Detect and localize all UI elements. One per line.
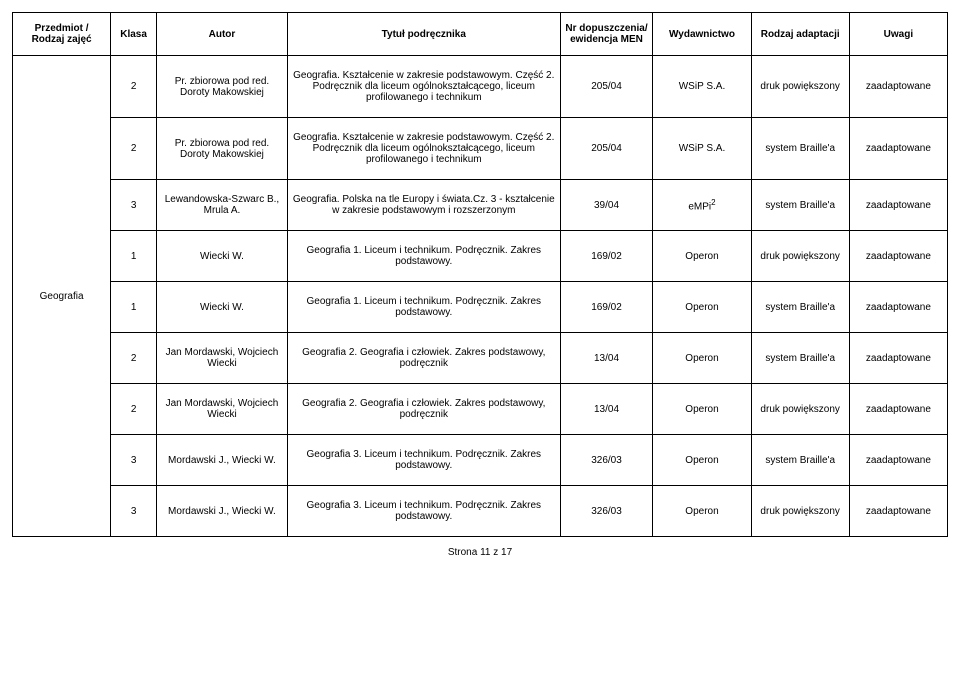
col-header-nr: Nr dopuszczenia/ ewidencja MEN <box>560 13 653 56</box>
table-row: 2Pr. zbiorowa pod red. Doroty Makowskiej… <box>13 118 948 180</box>
cell-autor: Mordawski J., Wiecki W. <box>157 486 288 537</box>
table-row: 2Jan Mordawski, Wojciech WieckiGeografia… <box>13 384 948 435</box>
cell-autor: Wiecki W. <box>157 231 288 282</box>
cell-uwagi: zaadaptowane <box>849 486 947 537</box>
table-row: 2Jan Mordawski, Wojciech WieckiGeografia… <box>13 333 948 384</box>
table-row: 3Mordawski J., Wiecki W.Geografia 3. Lic… <box>13 435 948 486</box>
cell-tytul: Geografia. Kształcenie w zakresie podsta… <box>287 118 560 180</box>
cell-uwagi: zaadaptowane <box>849 180 947 231</box>
cell-uwagi: zaadaptowane <box>849 435 947 486</box>
cell-nr: 169/02 <box>560 231 653 282</box>
cell-nr: 39/04 <box>560 180 653 231</box>
cell-klasa: 3 <box>111 486 157 537</box>
col-header-tytul: Tytuł podręcznika <box>287 13 560 56</box>
cell-klasa: 2 <box>111 333 157 384</box>
cell-tytul: Geografia 2. Geografia i człowiek. Zakre… <box>287 384 560 435</box>
cell-wyd: Operon <box>653 333 751 384</box>
cell-klasa: 2 <box>111 118 157 180</box>
cell-nr: 326/03 <box>560 486 653 537</box>
cell-tytul: Geografia 1. Liceum i technikum. Podręcz… <box>287 231 560 282</box>
cell-tytul: Geografia 3. Liceum i technikum. Podręcz… <box>287 435 560 486</box>
cell-uwagi: zaadaptowane <box>849 384 947 435</box>
cell-nr: 205/04 <box>560 56 653 118</box>
cell-autor: Jan Mordawski, Wojciech Wiecki <box>157 384 288 435</box>
table-header-row: Przedmiot / Rodzaj zajęć Klasa Autor Tyt… <box>13 13 948 56</box>
cell-tytul: Geografia 3. Liceum i technikum. Podręcz… <box>287 486 560 537</box>
cell-autor: Jan Mordawski, Wojciech Wiecki <box>157 333 288 384</box>
cell-autor: Pr. zbiorowa pod red. Doroty Makowskiej <box>157 118 288 180</box>
cell-klasa: 2 <box>111 56 157 118</box>
cell-wyd: Operon <box>653 282 751 333</box>
cell-uwagi: zaadaptowane <box>849 118 947 180</box>
cell-wyd: Operon <box>653 231 751 282</box>
table-row: Geografia2Pr. zbiorowa pod red. Doroty M… <box>13 56 948 118</box>
cell-uwagi: zaadaptowane <box>849 231 947 282</box>
cell-tytul: Geografia 1. Liceum i technikum. Podręcz… <box>287 282 560 333</box>
cell-autor: Lewandowska-Szwarc B., Mrula A. <box>157 180 288 231</box>
cell-rodzaj: system Braille'a <box>751 333 849 384</box>
textbook-table: Przedmiot / Rodzaj zajęć Klasa Autor Tyt… <box>12 12 948 537</box>
cell-klasa: 1 <box>111 231 157 282</box>
cell-klasa: 1 <box>111 282 157 333</box>
cell-wyd: WSiP S.A. <box>653 56 751 118</box>
table-row: 1Wiecki W.Geografia 1. Liceum i techniku… <box>13 282 948 333</box>
cell-autor: Mordawski J., Wiecki W. <box>157 435 288 486</box>
cell-autor: Wiecki W. <box>157 282 288 333</box>
subject-cell: Geografia <box>13 56 111 537</box>
cell-rodzaj: druk powiększony <box>751 231 849 282</box>
cell-nr: 169/02 <box>560 282 653 333</box>
cell-wyd: Operon <box>653 384 751 435</box>
cell-nr: 13/04 <box>560 384 653 435</box>
cell-tytul: Geografia. Polska na tle Europy i świata… <box>287 180 560 231</box>
table-body: Geografia2Pr. zbiorowa pod red. Doroty M… <box>13 56 948 537</box>
cell-wyd: Operon <box>653 435 751 486</box>
cell-rodzaj: druk powiększony <box>751 384 849 435</box>
cell-tytul: Geografia. Kształcenie w zakresie podsta… <box>287 56 560 118</box>
cell-nr: 205/04 <box>560 118 653 180</box>
col-header-klasa: Klasa <box>111 13 157 56</box>
col-header-autor: Autor <box>157 13 288 56</box>
col-header-uwagi: Uwagi <box>849 13 947 56</box>
cell-klasa: 3 <box>111 180 157 231</box>
cell-wyd: WSiP S.A. <box>653 118 751 180</box>
col-header-rodzaj: Rodzaj adaptacji <box>751 13 849 56</box>
col-header-wyd: Wydawnictwo <box>653 13 751 56</box>
cell-klasa: 2 <box>111 384 157 435</box>
cell-rodzaj: druk powiększony <box>751 56 849 118</box>
page-footer: Strona 11 z 17 <box>12 547 948 558</box>
cell-nr: 13/04 <box>560 333 653 384</box>
table-row: 3Mordawski J., Wiecki W.Geografia 3. Lic… <box>13 486 948 537</box>
table-row: 1Wiecki W.Geografia 1. Liceum i techniku… <box>13 231 948 282</box>
col-header-przedmiot: Przedmiot / Rodzaj zajęć <box>13 13 111 56</box>
cell-rodzaj: system Braille'a <box>751 435 849 486</box>
cell-autor: Pr. zbiorowa pod red. Doroty Makowskiej <box>157 56 288 118</box>
cell-rodzaj: system Braille'a <box>751 118 849 180</box>
cell-klasa: 3 <box>111 435 157 486</box>
cell-nr: 326/03 <box>560 435 653 486</box>
cell-rodzaj: druk powiększony <box>751 486 849 537</box>
cell-uwagi: zaadaptowane <box>849 333 947 384</box>
cell-rodzaj: system Braille'a <box>751 282 849 333</box>
cell-uwagi: zaadaptowane <box>849 282 947 333</box>
cell-wyd: Operon <box>653 486 751 537</box>
cell-uwagi: zaadaptowane <box>849 56 947 118</box>
cell-tytul: Geografia 2. Geografia i człowiek. Zakre… <box>287 333 560 384</box>
cell-wyd: eMPi2 <box>653 180 751 231</box>
cell-rodzaj: system Braille'a <box>751 180 849 231</box>
table-row: 3Lewandowska-Szwarc B., Mrula A.Geografi… <box>13 180 948 231</box>
